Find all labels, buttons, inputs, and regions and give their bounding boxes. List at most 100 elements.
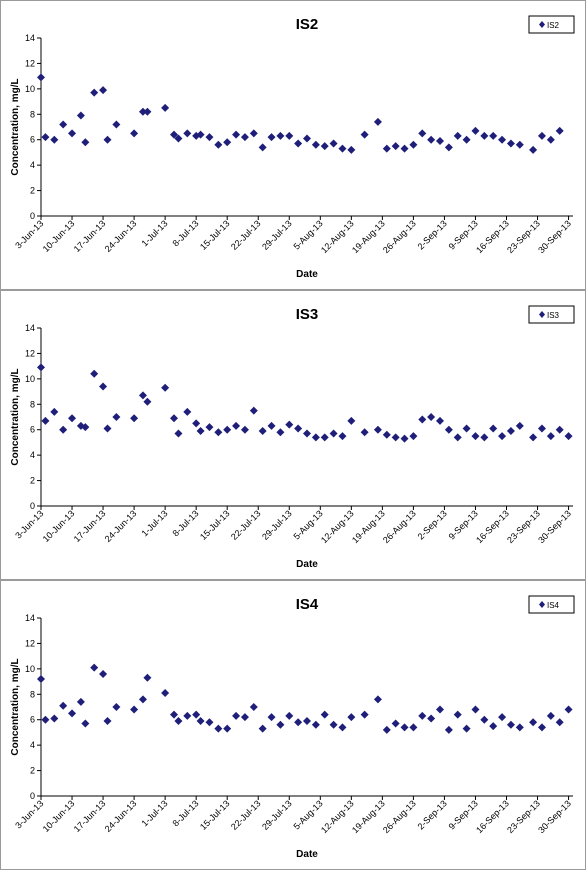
- y-tick-label: 2: [30, 476, 35, 486]
- x-tick-label: 10-Jun-13: [41, 218, 77, 254]
- y-tick-label: 10: [25, 374, 35, 384]
- y-tick-label: 14: [25, 613, 35, 623]
- data-point: [205, 133, 214, 142]
- y-tick-label: 12: [25, 348, 35, 358]
- data-point: [50, 714, 59, 723]
- data-point: [537, 723, 546, 732]
- data-point: [99, 86, 108, 95]
- data-point: [506, 139, 515, 148]
- y-tick-label: 8: [30, 689, 35, 699]
- legend-box: [528, 305, 575, 324]
- data-point: [130, 129, 139, 138]
- data-point: [409, 140, 418, 149]
- x-tick-label: 30-Sep-13: [536, 218, 573, 255]
- data-point: [130, 705, 139, 714]
- data-point: [480, 433, 489, 442]
- data-point: [444, 725, 453, 734]
- data-point: [170, 130, 178, 139]
- data-point: [37, 363, 45, 372]
- legend-marker: [539, 311, 545, 318]
- x-tick-label: 17-Jun-13: [72, 798, 108, 834]
- data-point: [76, 111, 85, 120]
- data-point: [68, 414, 77, 423]
- x-tick-label: 2-Sep-13: [416, 508, 449, 541]
- x-tick-label: 2-Sep-13: [416, 798, 449, 831]
- data-point: [81, 138, 90, 147]
- legend-label: IS4: [547, 601, 560, 610]
- data-point: [59, 425, 68, 434]
- data-point: [373, 425, 382, 434]
- chart-title: IS4: [296, 596, 319, 613]
- data-point: [294, 718, 303, 727]
- chart-is3: IS3 0 2 4 6 8 10 12 14 3-Jun-1310-Jun-1317-Jun-13…: [10, 305, 575, 570]
- data-point: [320, 142, 329, 151]
- data-point: [37, 73, 45, 82]
- data-point: [338, 144, 347, 153]
- data-point: [90, 663, 99, 672]
- legend-box: [528, 15, 575, 34]
- data-point: [138, 695, 147, 704]
- data-point: [258, 724, 267, 733]
- data-point: [267, 421, 276, 430]
- data-point: [303, 716, 311, 725]
- data-point: [143, 397, 152, 406]
- data-point: [205, 718, 214, 727]
- data-point: [103, 135, 112, 144]
- x-axis-label: Date: [296, 559, 318, 570]
- x-tick-label: 15-Jul-13: [198, 798, 232, 832]
- data-point: [489, 424, 498, 433]
- legend-box: [528, 595, 575, 614]
- x-tick-label: 26-Aug-13: [381, 508, 418, 545]
- x-tick-label: 30-Sep-13: [536, 798, 573, 835]
- data-point: [391, 142, 400, 151]
- data-point: [515, 140, 524, 149]
- y-tick-label: 14: [25, 323, 35, 333]
- data-point: [555, 425, 564, 434]
- data-point: [400, 144, 409, 153]
- data-point: [303, 429, 311, 438]
- data-point: [515, 723, 524, 732]
- data-point: [329, 139, 338, 148]
- data-point: [130, 414, 139, 423]
- data-point: [76, 697, 85, 706]
- data-point: [196, 130, 205, 139]
- legend-label: IS3: [547, 311, 560, 320]
- data-point: [338, 432, 347, 441]
- data-point: [183, 407, 192, 416]
- data-point: [276, 131, 285, 140]
- data-point: [103, 716, 112, 725]
- data-point: [506, 720, 515, 729]
- data-point: [489, 722, 498, 731]
- data-point: [143, 107, 152, 116]
- data-point: [506, 426, 515, 435]
- data-point: [249, 703, 258, 711]
- data-point: [320, 710, 329, 719]
- data-point: [90, 88, 99, 97]
- x-tick-label: 26-Aug-13: [381, 798, 418, 835]
- data-point: [285, 420, 294, 429]
- data-point: [103, 424, 112, 433]
- data-point: [391, 719, 400, 728]
- data-point: [68, 709, 77, 718]
- data-point: [400, 434, 409, 443]
- x-axis-label: Date: [296, 269, 318, 280]
- x-tick-label: 15-Jul-13: [198, 508, 232, 542]
- x-tick-label: 22-Jul-13: [229, 798, 263, 832]
- data-point: [529, 718, 538, 727]
- x-tick-label: 26-Aug-13: [381, 218, 418, 255]
- chart-panel-is2: IS2 0 2 4 6 8 10 12 14 3-Jun-13 10-Jun-13 17-Jun-13…: [0, 0, 586, 290]
- data-point: [329, 720, 338, 729]
- data-point: [240, 425, 249, 434]
- data-point: [161, 103, 170, 112]
- data-point: [232, 130, 241, 139]
- data-point: [382, 430, 391, 439]
- x-axis-label: Date: [296, 849, 318, 860]
- data-point: [418, 415, 427, 424]
- data-point: [41, 715, 50, 724]
- data-point: [59, 701, 68, 710]
- data-point: [546, 135, 555, 144]
- data-point: [81, 719, 90, 728]
- data-point: [498, 713, 507, 722]
- data-point: [50, 407, 59, 416]
- y-tick-label: 4: [30, 740, 35, 750]
